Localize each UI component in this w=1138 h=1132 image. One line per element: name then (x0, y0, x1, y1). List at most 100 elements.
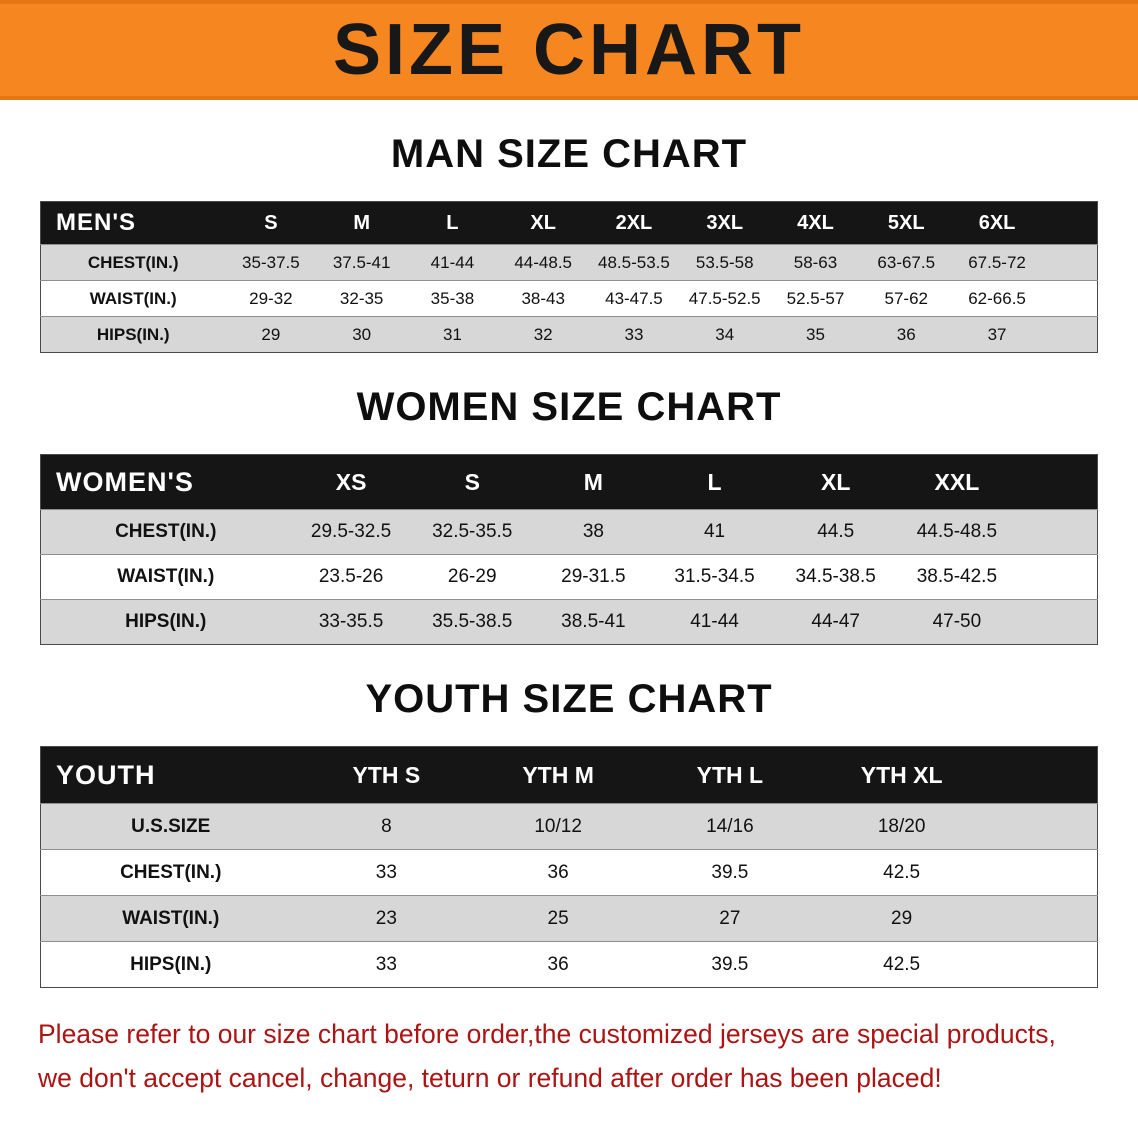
size-cell: 26-29 (447, 566, 497, 587)
men-hips-row: HIPS(IN.) 29 30 31 32 33 34 35 36 37 (40, 316, 1098, 353)
size-cell: 38-43 (521, 288, 565, 308)
size-cell: 36 (896, 324, 916, 344)
spacer-cell (1043, 317, 1098, 353)
size-cell: 23 (375, 907, 397, 929)
youth-ussize-row: U.S.SIZE 8 10/12 14/16 18/20 (40, 803, 1098, 850)
women-waist-row: WAIST(IN.) 23.5-26 26-29 29-31.5 31.5-34… (40, 554, 1098, 600)
size-cell: 18/20 (877, 815, 926, 837)
size-cell: 44-48.5 (514, 252, 573, 272)
size-cell: 27 (719, 907, 741, 929)
size-cell: 32-35 (339, 288, 384, 308)
women-hips-row: HIPS(IN.) 33-35.5 35.5-38.5 38.5-41 41-4… (40, 599, 1098, 645)
size-cell: 8 (381, 815, 392, 837)
spacer-cell (1043, 281, 1098, 317)
size-header-cell: S (225, 201, 317, 245)
size-cell: 29 (261, 324, 281, 344)
spacer-cell (988, 942, 1098, 988)
size-cell: 38.5-41 (561, 611, 626, 632)
size-header-cell: 6XL (951, 201, 1043, 245)
size-header-cell: 2XL (588, 201, 680, 245)
size-cell: 14/16 (706, 815, 754, 837)
men-size-table: MEN'S S M L XL 2XL 3XL 4XL 5XL 6XL CHEST… (40, 201, 1098, 353)
row-label: WAIST(IN.) (117, 566, 215, 587)
size-cell: 33 (375, 861, 397, 883)
size-cell: 36 (547, 953, 569, 975)
size-header-cell: M (316, 201, 408, 245)
women-size-table: WOMEN'S XS S M L XL XXL CHEST(IN.) 29.5-… (40, 454, 1098, 645)
size-header-cell: YTH L (644, 746, 816, 804)
size-cell: 39.5 (711, 953, 749, 975)
size-cell: 31 (442, 324, 462, 344)
size-cell: 47-50 (932, 611, 982, 632)
page-title: SIZE CHART (333, 10, 805, 90)
spacer-cell (1018, 555, 1098, 600)
size-cell: 43-47.5 (605, 288, 663, 308)
size-cell: 39.5 (711, 861, 749, 883)
size-cell: 32.5-35.5 (432, 521, 513, 542)
row-label: U.S.SIZE (131, 815, 211, 837)
size-cell: 35.5-38.5 (432, 611, 513, 632)
size-cell: 57-62 (884, 288, 928, 308)
size-cell: 33 (624, 324, 644, 344)
women-section-heading: WOMEN SIZE CHART (356, 385, 782, 429)
size-cell: 36 (547, 861, 569, 883)
size-cell: 38.5-42.5 (916, 566, 998, 587)
youth-header-row: YOUTH YTH S YTH M YTH L YTH XL (40, 746, 1098, 804)
size-cell: 52.5-57 (786, 288, 845, 308)
spacer-cell (1042, 201, 1098, 245)
youth-waist-row: WAIST(IN.) 23 25 27 29 (40, 895, 1098, 942)
size-cell: 35-38 (430, 288, 475, 308)
size-cell: 29.5-32.5 (310, 521, 392, 542)
size-cell: 34.5-38.5 (795, 566, 876, 587)
size-header-cell: XS (290, 454, 412, 510)
size-header-cell: XXL (896, 454, 1018, 510)
size-cell: 35-37.5 (242, 252, 300, 272)
size-cell: 34 (715, 324, 735, 344)
size-header-cell: XL (497, 201, 589, 245)
row-label: WAIST(IN.) (122, 907, 220, 929)
youth-section-heading: YOUTH SIZE CHART (365, 677, 773, 721)
size-cell: 29-32 (249, 288, 293, 308)
size-header-cell: 3XL (679, 201, 771, 245)
size-cell: 58-63 (793, 252, 838, 272)
size-cell: 32 (533, 324, 553, 344)
size-cell: 29 (891, 907, 913, 929)
size-header-cell: S (411, 454, 533, 510)
women-section: WOMEN SIZE CHART WOMEN'S XS S M L XL XXL… (0, 385, 1138, 645)
size-cell: 10/12 (534, 815, 582, 837)
size-cell: 62-66.5 (968, 288, 1026, 308)
size-cell: 41 (703, 521, 726, 542)
size-cell: 47.5-52.5 (688, 288, 761, 308)
men-table-label: MEN'S (40, 201, 226, 245)
size-cell: 44.5 (817, 521, 855, 542)
size-header-cell: 5XL (860, 201, 952, 245)
spacer-cell (1043, 245, 1098, 281)
row-label: HIPS(IN.) (125, 611, 207, 632)
size-cell: 33-35.5 (318, 611, 384, 632)
spacer-cell (988, 850, 1098, 896)
size-cell: 42.5 (883, 861, 921, 883)
disclaimer-line-1: Please refer to our size chart before or… (38, 1019, 1056, 1049)
size-header-cell: YTH XL (815, 746, 988, 804)
size-header-cell: YTH M (472, 746, 644, 804)
spacer-cell (1017, 454, 1098, 510)
youth-hips-row: HIPS(IN.) 33 36 39.5 42.5 (40, 941, 1098, 988)
size-cell: 63-67.5 (877, 252, 936, 272)
men-section-heading: MAN SIZE CHART (390, 132, 748, 176)
spacer-cell (1018, 510, 1098, 555)
women-header-row: WOMEN'S XS S M L XL XXL (40, 454, 1098, 510)
size-cell: 67.5-72 (968, 252, 1026, 272)
size-cell: 41-44 (430, 252, 475, 272)
spacer-cell (988, 896, 1098, 942)
youth-section: YOUTH SIZE CHART YOUTH YTH S YTH M YTH L… (0, 677, 1138, 988)
spacer-cell (988, 804, 1098, 850)
size-cell: 30 (352, 324, 372, 344)
size-cell: 25 (547, 907, 569, 929)
men-header-row: MEN'S S M L XL 2XL 3XL 4XL 5XL 6XL (40, 201, 1098, 245)
men-waist-row: WAIST(IN.) 29-32 32-35 35-38 38-43 43-47… (40, 280, 1098, 317)
disclaimer: Please refer to our size chart before or… (38, 1016, 1100, 1097)
size-header-cell: L (653, 454, 776, 510)
size-cell: 44.5-48.5 (916, 521, 998, 542)
size-header-cell: M (532, 454, 654, 510)
size-cell: 42.5 (883, 953, 921, 975)
